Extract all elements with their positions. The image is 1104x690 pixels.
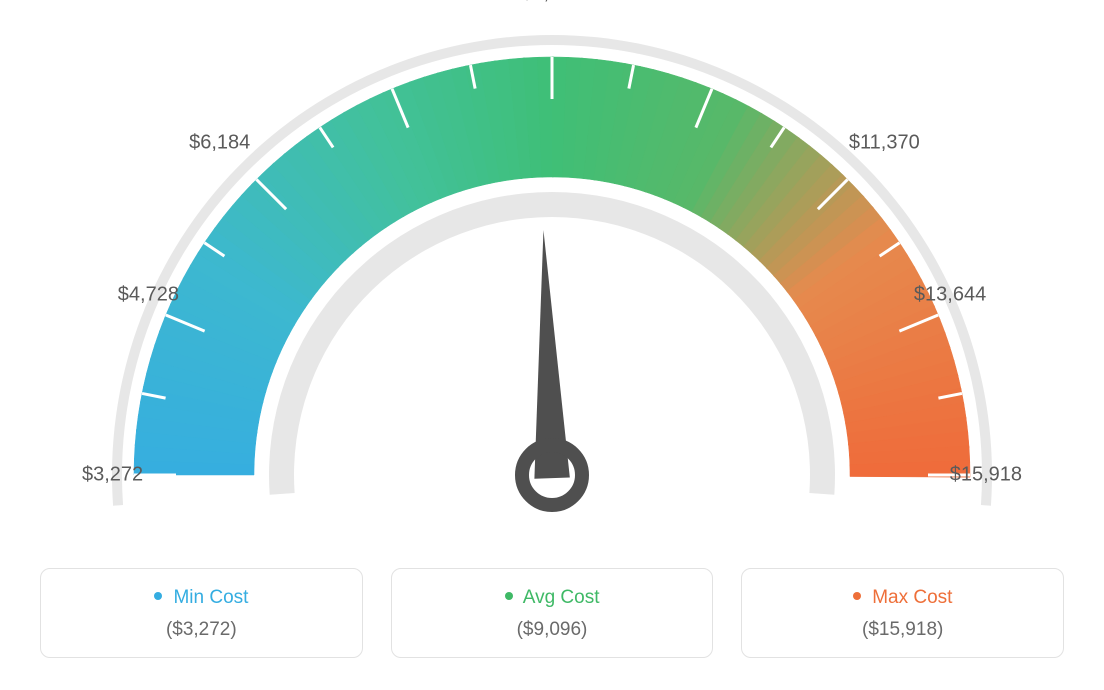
max-dot-icon (853, 592, 861, 600)
avg-cost-label: Avg Cost (523, 587, 600, 608)
gauge-tick-label: $15,918 (950, 464, 1022, 487)
gauge-tick-label: $11,370 (849, 131, 920, 154)
max-cost-value: ($15,918) (752, 619, 1053, 641)
max-cost-title: Max Cost (752, 587, 1053, 609)
avg-cost-title: Avg Cost (402, 587, 703, 609)
min-cost-value: ($3,272) (51, 619, 352, 641)
min-cost-title: Min Cost (51, 587, 352, 609)
gauge-tick-label: $13,644 (914, 284, 986, 307)
avg-dot-icon (505, 592, 513, 600)
summary-cards: Min Cost ($3,272) Avg Cost ($9,096) Max … (40, 568, 1064, 658)
gauge-tick-label: $4,728 (118, 284, 179, 307)
min-dot-icon (154, 592, 162, 600)
avg-cost-card: Avg Cost ($9,096) (391, 568, 714, 658)
avg-cost-value: ($9,096) (402, 619, 703, 641)
gauge-tick-label: $6,184 (189, 131, 250, 154)
gauge-tick-label: $9,096 (521, 0, 582, 5)
gauge-svg (0, 0, 1104, 560)
cost-gauge: $3,272 $4,728 $6,184 $9,096 $11,370 $13,644 $1… (0, 0, 1104, 560)
min-cost-label: Min Cost (173, 587, 248, 608)
min-cost-card: Min Cost ($3,272) (40, 568, 363, 658)
max-cost-card: Max Cost ($15,918) (741, 568, 1064, 658)
gauge-tick-label: $3,272 (82, 464, 143, 487)
max-cost-label: Max Cost (872, 587, 952, 608)
